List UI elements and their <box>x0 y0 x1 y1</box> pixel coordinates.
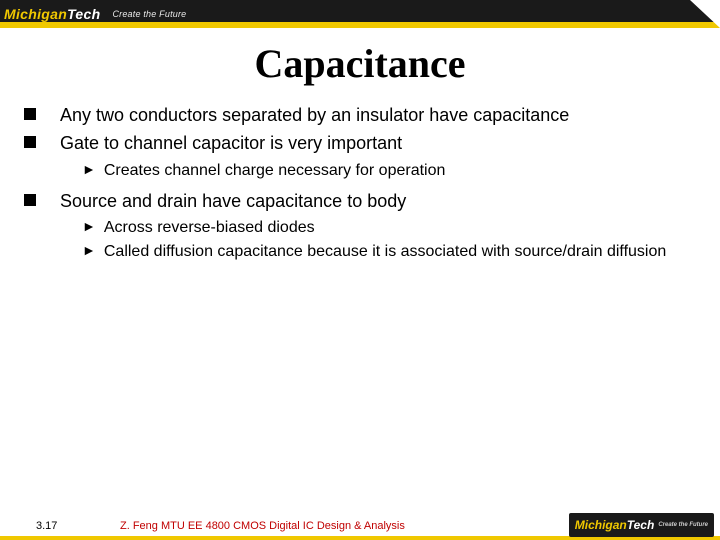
sub-bullet-text: Called diffusion capacitance because it … <box>104 241 666 263</box>
triangle-bullet-icon: ► <box>82 161 96 177</box>
bullet-text: Source and drain have capacitance to bod… <box>60 189 406 213</box>
header-right-slash <box>640 0 720 28</box>
footer-logo-post: Tech <box>627 518 655 532</box>
sub-bullet-list: ► Creates channel charge necessary for o… <box>82 160 696 182</box>
bullet-item: Source and drain have capacitance to bod… <box>24 189 696 213</box>
header-logo-pre: Michigan <box>4 6 67 22</box>
footer-logo: MichiganTech Create the Future <box>569 513 714 537</box>
sub-bullet-text: Across reverse-biased diodes <box>104 217 315 239</box>
triangle-bullet-icon: ► <box>82 218 96 234</box>
bullet-text: Any two conductors separated by an insul… <box>60 103 569 127</box>
footer-course-text: Z. Feng MTU EE 4800 CMOS Digital IC Desi… <box>120 520 405 532</box>
square-bullet-icon <box>24 136 36 148</box>
square-bullet-icon <box>24 194 36 206</box>
footer: 3.17 Z. Feng MTU EE 4800 CMOS Digital IC… <box>0 510 720 540</box>
sub-bullet-list: ► Across reverse-biased diodes ► Called … <box>82 217 696 262</box>
bullet-text: Gate to channel capacitor is very import… <box>60 131 402 155</box>
sub-bullet-item: ► Across reverse-biased diodes <box>82 217 696 239</box>
footer-logo-pre: Michigan <box>575 518 627 532</box>
sub-bullet-item: ► Called diffusion capacitance because i… <box>82 241 696 263</box>
slide-title: Capacitance <box>0 40 720 87</box>
slide-content: Any two conductors separated by an insul… <box>0 103 720 263</box>
footer-logo-tagline: Create the Future <box>658 522 708 528</box>
header-bar: MichiganTech Create the Future <box>0 0 720 28</box>
sub-bullet-item: ► Creates channel charge necessary for o… <box>82 160 696 182</box>
header-logo-post: Tech <box>67 6 100 22</box>
header-tagline: Create the Future <box>112 9 186 19</box>
square-bullet-icon <box>24 108 36 120</box>
header-logo: MichiganTech <box>0 3 106 25</box>
footer-page-number: 3.17 <box>36 520 57 532</box>
triangle-bullet-icon: ► <box>82 242 96 258</box>
sub-bullet-text: Creates channel charge necessary for ope… <box>104 160 446 182</box>
bullet-item: Gate to channel capacitor is very import… <box>24 131 696 155</box>
bullet-item: Any two conductors separated by an insul… <box>24 103 696 127</box>
